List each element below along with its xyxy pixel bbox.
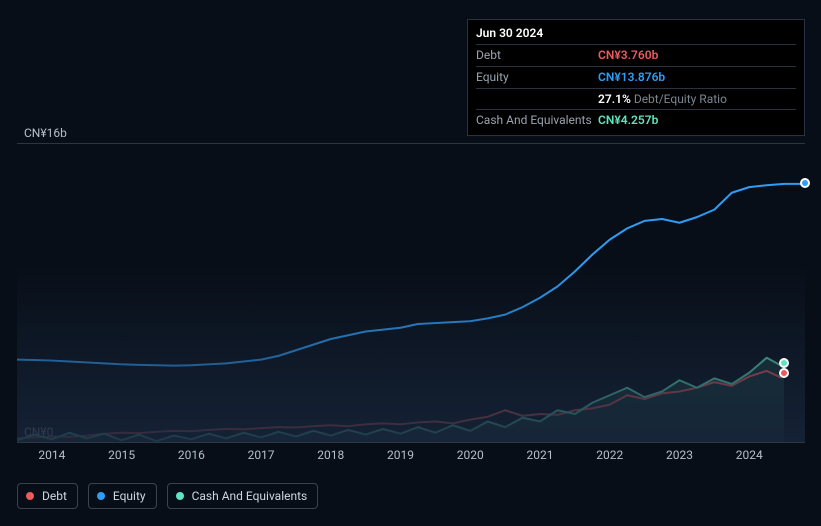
legend-item-equity[interactable]: Equity (88, 483, 157, 509)
tooltip-row-value: CN¥13.876b (598, 69, 665, 86)
tooltip-row-label: Cash And Equivalents (476, 112, 598, 129)
legend-dot-icon (176, 492, 184, 500)
chart-background-gradient (17, 144, 805, 442)
legend-dot-icon (97, 492, 105, 500)
legend-label: Debt (42, 489, 67, 503)
chart-plot-area (17, 143, 805, 443)
tooltip-row: Cash And EquivalentsCN¥4.257b (476, 109, 796, 131)
x-axis-tick: 2018 (317, 448, 344, 462)
tooltip-row-value: CN¥3.760b (598, 47, 658, 64)
y-axis-label: CN¥16b (24, 126, 67, 140)
tooltip-row-value: 27.1% Debt/Equity Ratio (598, 91, 727, 108)
series-end-marker-debt (779, 368, 789, 378)
legend-dot-icon (26, 492, 34, 500)
x-axis-tick: 2023 (666, 448, 693, 462)
tooltip-row-label (476, 91, 598, 108)
legend-item-debt[interactable]: Debt (17, 483, 78, 509)
legend-label: Equity (113, 489, 146, 503)
x-axis-tick: 2016 (178, 448, 205, 462)
tooltip-row-label: Equity (476, 69, 598, 86)
legend-label: Cash And Equivalents (192, 489, 308, 503)
x-axis-tick: 2015 (108, 448, 135, 462)
x-axis-tick: 2019 (387, 448, 414, 462)
legend-item-cash[interactable]: Cash And Equivalents (167, 483, 319, 509)
series-end-marker-equity (800, 178, 810, 188)
x-axis-tick: 2020 (457, 448, 484, 462)
tooltip-row: 27.1% Debt/Equity Ratio (476, 88, 796, 110)
x-axis-tick: 2024 (736, 448, 763, 462)
chart-legend: Debt Equity Cash And Equivalents (17, 483, 318, 509)
tooltip-row-value: CN¥4.257b (598, 112, 658, 129)
x-axis-tick: 2017 (248, 448, 275, 462)
x-axis-tick: 2021 (527, 448, 554, 462)
tooltip-date: Jun 30 2024 (476, 26, 796, 40)
tooltip-row: DebtCN¥3.760b (476, 44, 796, 66)
tooltip-row-label: Debt (476, 47, 598, 64)
chart-tooltip: Jun 30 2024 DebtCN¥3.760bEquityCN¥13.876… (467, 19, 805, 136)
tooltip-row: EquityCN¥13.876b (476, 66, 796, 88)
x-axis-tick: 2022 (596, 448, 623, 462)
x-axis-tick: 2014 (38, 448, 65, 462)
x-axis: 2014 2015 2016 2017 2018 2019 2020 2021 2022 2023… (17, 448, 805, 468)
